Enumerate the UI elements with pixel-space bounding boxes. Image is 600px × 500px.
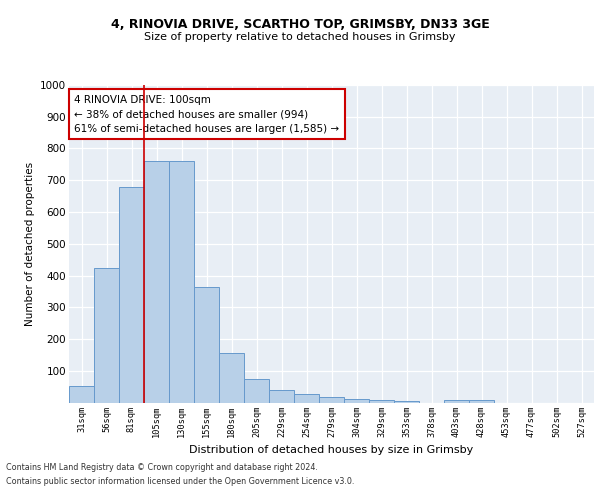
Bar: [369, 400, 394, 402]
X-axis label: Distribution of detached houses by size in Grimsby: Distribution of detached houses by size …: [190, 445, 473, 455]
Text: 4 RINOVIA DRIVE: 100sqm
← 38% of detached houses are smaller (994)
61% of semi-d: 4 RINOVIA DRIVE: 100sqm ← 38% of detache…: [74, 94, 340, 134]
Bar: [269, 390, 294, 402]
Bar: [169, 161, 194, 402]
Bar: [394, 401, 419, 402]
Y-axis label: Number of detached properties: Number of detached properties: [25, 162, 35, 326]
Bar: [469, 400, 494, 402]
Bar: [144, 161, 169, 402]
Bar: [194, 286, 219, 403]
Bar: [294, 394, 319, 402]
Bar: [119, 186, 144, 402]
Text: Contains public sector information licensed under the Open Government Licence v3: Contains public sector information licen…: [6, 477, 355, 486]
Text: Size of property relative to detached houses in Grimsby: Size of property relative to detached ho…: [144, 32, 456, 42]
Bar: [94, 268, 119, 402]
Bar: [319, 397, 344, 402]
Bar: [244, 378, 269, 402]
Bar: [219, 354, 244, 403]
Bar: [344, 398, 369, 402]
Text: 4, RINOVIA DRIVE, SCARTHO TOP, GRIMSBY, DN33 3GE: 4, RINOVIA DRIVE, SCARTHO TOP, GRIMSBY, …: [110, 18, 490, 30]
Bar: [444, 400, 469, 402]
Text: Contains HM Land Registry data © Crown copyright and database right 2024.: Contains HM Land Registry data © Crown c…: [6, 464, 318, 472]
Bar: [69, 386, 94, 402]
